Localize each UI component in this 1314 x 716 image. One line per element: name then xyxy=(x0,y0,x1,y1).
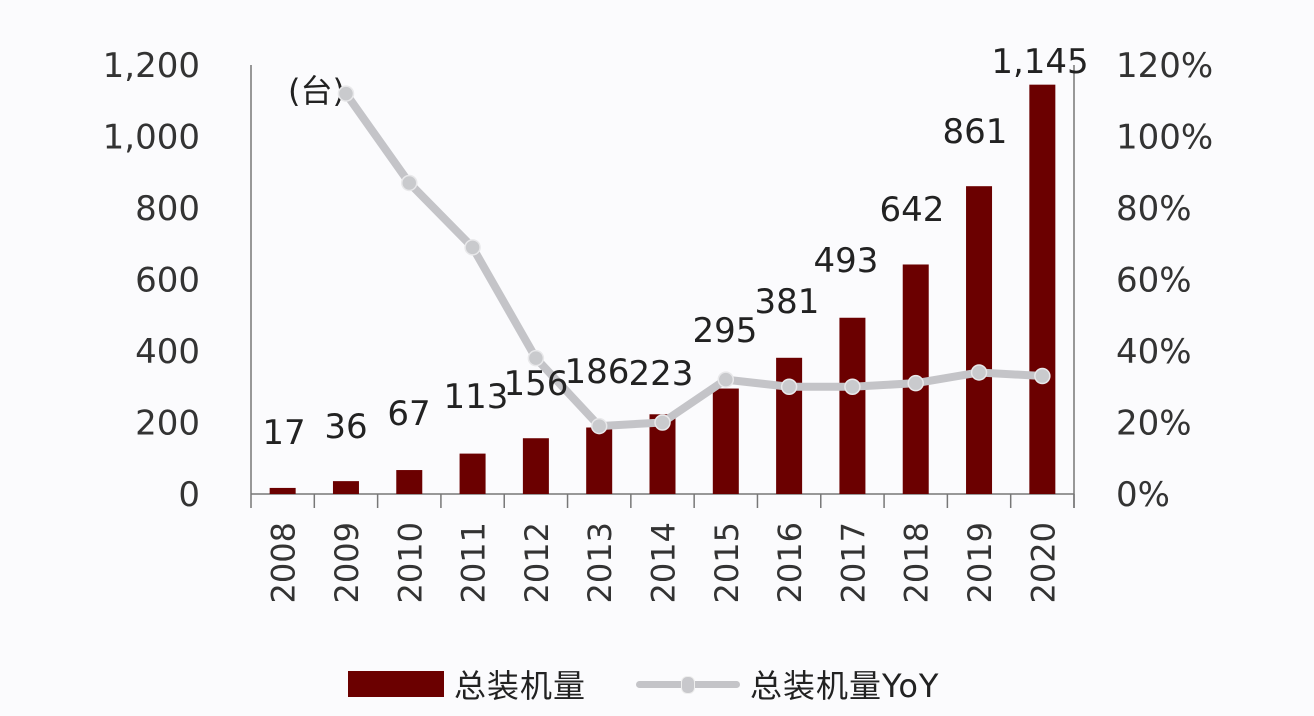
yoy-line xyxy=(342,91,1043,431)
legend-item-line: 总装机量YoY xyxy=(636,661,939,707)
bar-value-label: 223 xyxy=(629,354,694,394)
right-axis-tick-label: 0% xyxy=(1116,475,1170,515)
x-tick-label: 2008 xyxy=(265,522,303,603)
x-tick-label: 2009 xyxy=(328,522,366,603)
yoy-marker xyxy=(780,378,798,395)
x-tick-label: 2013 xyxy=(581,522,619,603)
left-axis-tick-label: 1,000 xyxy=(103,118,200,158)
yoy-marker xyxy=(590,417,608,435)
bar-2008 xyxy=(269,487,296,494)
yoy-marker xyxy=(654,414,671,431)
yoy-marker xyxy=(527,349,545,367)
legend-line-label: 总装机量YoY xyxy=(750,667,940,705)
bar-2016 xyxy=(776,357,803,494)
bar-value-label: 156 xyxy=(504,364,569,404)
unit-label: (台) xyxy=(288,72,345,110)
x-tick-label: 2017 xyxy=(834,522,872,603)
x-tick-label: 2015 xyxy=(708,522,746,603)
left-axis-tick-label: 0 xyxy=(178,475,200,515)
right-axis-tick-label: 120% xyxy=(1116,46,1213,86)
bar-value-label: 67 xyxy=(387,394,430,434)
yoy-marker xyxy=(337,85,355,102)
right-axis-tick-label: 20% xyxy=(1116,404,1192,444)
bar-value-label: 186 xyxy=(565,352,630,392)
legend-bar-swatch-icon xyxy=(348,671,444,697)
yoy-marker xyxy=(970,364,988,381)
bar-value-label: 17 xyxy=(262,413,305,453)
bar-value-label: 36 xyxy=(324,407,367,447)
x-tick-label: 2016 xyxy=(771,522,809,603)
bar-2015 xyxy=(712,388,739,494)
bar-2009 xyxy=(332,481,359,494)
legend-item-bar: 总装机量 xyxy=(348,661,586,707)
yoy-marker xyxy=(1034,367,1051,385)
bar-2019 xyxy=(966,186,993,494)
yoy-marker xyxy=(401,174,418,192)
legend: 总装机量 总装机量YoY xyxy=(348,661,989,707)
bar-value-label: 381 xyxy=(755,282,820,322)
left-axis-tick-label: 800 xyxy=(135,189,200,229)
yoy-marker xyxy=(464,239,481,256)
right-axis-tick-label: 40% xyxy=(1116,332,1192,372)
right-axis-tick-label: 60% xyxy=(1116,261,1192,301)
bar-2020 xyxy=(1029,84,1056,494)
bar-value-label: 295 xyxy=(693,311,758,351)
bar-2011 xyxy=(459,453,486,494)
x-tick-label: 2012 xyxy=(518,522,556,603)
left-axis-tick-label: 1,200 xyxy=(103,46,200,86)
bar-2017 xyxy=(839,317,866,494)
x-tick-label: 2011 xyxy=(455,522,493,603)
chart-canvas: 0 200 400 600 800 1,000 1,200 0% 20% 40% 60% 80% 100… xyxy=(103,42,1214,603)
bar-2012 xyxy=(522,438,549,494)
legend-bar-label: 总装机量 xyxy=(454,667,587,705)
bar-2013 xyxy=(586,427,613,494)
right-axis-tick-label: 80% xyxy=(1116,189,1192,229)
right-axis-tick-label: 100% xyxy=(1116,118,1213,158)
x-tick-label: 2019 xyxy=(961,522,999,603)
yoy-marker xyxy=(907,374,924,392)
bar-value-label: 861 xyxy=(943,112,1008,152)
bar-value-label: 642 xyxy=(880,190,945,230)
left-axis-tick-label: 200 xyxy=(135,404,200,444)
yoy-marker xyxy=(844,378,861,395)
left-axis-tick-label: 600 xyxy=(135,261,200,301)
x-tick-label: 2020 xyxy=(1024,522,1062,603)
bar-value-label: 1,145 xyxy=(991,42,1088,82)
yoy-marker xyxy=(717,371,735,388)
bar-value-label: 113 xyxy=(444,377,509,417)
x-tick-label: 2010 xyxy=(391,522,429,603)
legend-line-swatch-icon xyxy=(636,676,741,694)
left-axis-tick-label: 400 xyxy=(135,332,200,372)
bar-2010 xyxy=(396,470,423,494)
x-tick-label: 2018 xyxy=(898,522,936,603)
x-tick-label: 2014 xyxy=(645,522,683,603)
bar-value-label: 493 xyxy=(814,241,879,281)
